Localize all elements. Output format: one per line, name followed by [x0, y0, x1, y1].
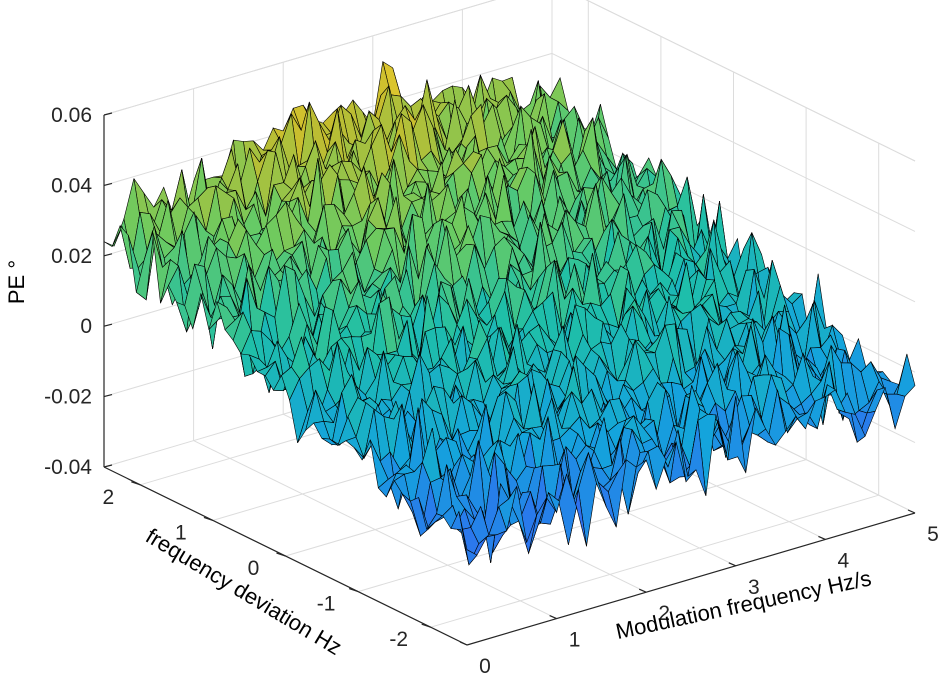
z-tick-label: 0.02: [51, 245, 92, 268]
y-tick-mark: [421, 623, 431, 628]
x-tick-mark: [818, 535, 826, 540]
y-tick-mark: [131, 481, 141, 486]
box-edge: [585, 0, 916, 162]
grid-line-floor-y: [430, 494, 879, 628]
z-tick-mark: [103, 112, 113, 116]
surface-patch: [458, 511, 478, 566]
y-tick-label: 1: [175, 521, 187, 544]
x-tick-mark: [638, 588, 647, 593]
y-tick-label: -2: [389, 628, 408, 651]
x-tick-label: 1: [569, 629, 581, 652]
box-edge: [103, 0, 497, 116]
x-tick-mark: [728, 562, 737, 567]
x-axis-label: Modulation frequency Hz/s: [613, 565, 873, 644]
z-tick-mark: [103, 182, 113, 186]
y-tick-mark: [348, 588, 359, 593]
z-tick-mark: [103, 253, 113, 257]
z-tick-label: -0.04: [44, 456, 92, 479]
x-tick-label: 3: [748, 576, 760, 599]
surface-patch: [886, 393, 906, 430]
x-tick-mark: [907, 509, 916, 514]
z-tick-label: 0: [80, 315, 92, 338]
z-tick-mark: [103, 394, 113, 398]
x-tick-label: 2: [658, 602, 670, 625]
tick-layer: 0.06 0.04 0.02 0 -0.02 -0.04 2 1 0 -1 -2 0 1 2 3 4 5: [44, 104, 939, 676]
surface-layer: [103, 60, 916, 566]
z-tick-label: 0.06: [51, 104, 92, 127]
x-tick-mark: [549, 615, 557, 620]
grid-line-side-z: [551, 52, 916, 232]
z-tick-label: -0.02: [44, 386, 92, 409]
z-tick-mark: [103, 464, 113, 468]
x-tick-mark: [459, 641, 468, 646]
x-tick-label: 0: [479, 655, 491, 676]
y-tick-mark: [276, 552, 286, 557]
y-tick-mark: [203, 516, 214, 521]
surface-patch: [896, 353, 916, 397]
y-tick-label: -1: [317, 593, 336, 616]
z-axis-label: PE °: [4, 260, 29, 304]
x-tick-label: 4: [838, 549, 850, 572]
z-tick-label: 0.04: [51, 174, 92, 197]
x-axis-line: [466, 512, 916, 646]
y-axis-label: frequency deviation Hz: [142, 523, 347, 660]
x-tick-label: 5: [927, 523, 939, 546]
y-tick-label: 0: [248, 557, 260, 580]
z-tick-mark: [103, 323, 113, 327]
y-tick-label: 2: [102, 486, 114, 509]
